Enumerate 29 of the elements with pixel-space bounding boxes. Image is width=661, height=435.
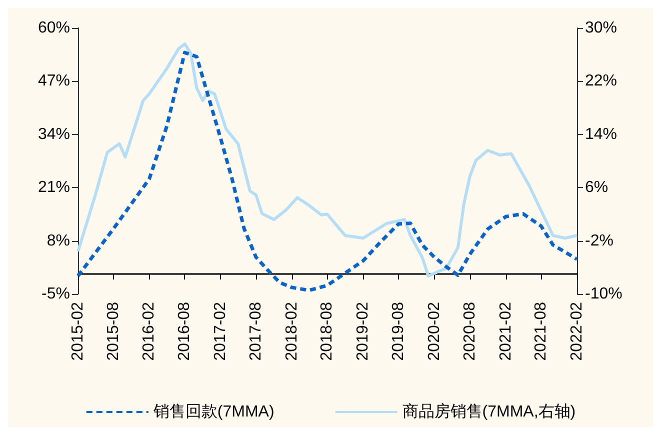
x-tick-label: 2016-08: [176, 302, 194, 361]
y2-tick-label: 22%: [585, 72, 618, 90]
y-tick-label: 8%: [46, 232, 70, 250]
legend-label: 销售回款(7MMA): [152, 404, 274, 420]
y-tick-label: 34%: [38, 126, 70, 143]
x-tick-label: 2016-02: [140, 302, 158, 361]
x-tick-label: 2018-02: [283, 302, 300, 361]
y2-tick-label: 6%: [585, 179, 608, 196]
x-tick-label: 2020-02: [426, 302, 443, 361]
y2-tick-label: 14%: [585, 126, 618, 143]
y-tick-label: 47%: [38, 72, 70, 90]
x-tick-label: 2020-08: [461, 302, 478, 361]
x-tick-label: 2021-02: [497, 302, 514, 361]
x-tick-label: 2015-08: [104, 302, 122, 361]
x-tick-label: 2019-02: [354, 302, 372, 361]
x-tick-label: 2022-02: [568, 302, 586, 361]
x-tick-label: 2017-02: [212, 302, 230, 361]
x-tick-label: 2015-02: [70, 302, 86, 361]
y-tick-label: -5%: [42, 286, 70, 302]
y2-tick-label: 30%: [585, 20, 618, 36]
x-tick-label: 2018-08: [318, 302, 336, 361]
y-tick-label: 21%: [38, 179, 70, 196]
y-tick-label: 60%: [38, 20, 70, 36]
y2-tick-label: -2%: [585, 232, 614, 250]
x-tick-label: 2021-08: [532, 302, 550, 361]
y2-tick-label: -10%: [585, 286, 622, 302]
x-tick-label: 2019-08: [390, 302, 407, 361]
x-tick-label: 2017-08: [247, 302, 264, 361]
legend-label: 商品房销售(7MMA,右轴): [402, 402, 576, 420]
